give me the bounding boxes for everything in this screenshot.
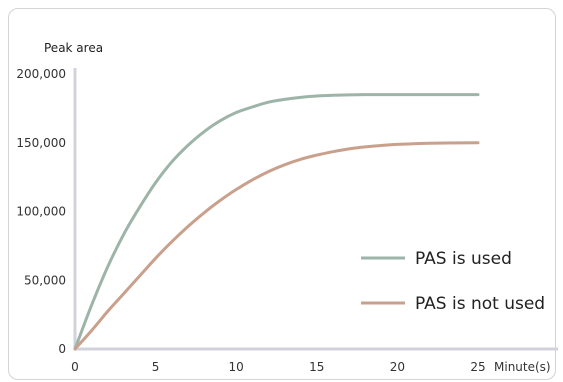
series-lines: [73, 93, 480, 351]
y-axis-label: Peak area: [44, 41, 103, 55]
y-tick-label: 50,000: [24, 273, 66, 287]
series-line-1: [73, 93, 480, 351]
y-tick-label: 100,000: [16, 205, 66, 219]
x-axis-label: Minute(s): [494, 360, 551, 374]
y-tick-label: 0: [58, 342, 66, 356]
y-tick-labels: 0 50,000 100,000 150,000 200,000: [16, 67, 66, 356]
legend-label-1: PAS is used: [415, 249, 512, 269]
x-tick-labels: 0 5 10 15 20 25: [71, 360, 485, 374]
x-tick-label: 20: [390, 360, 405, 374]
x-tick-label: 5: [152, 360, 160, 374]
y-tick-label: 150,000: [16, 136, 66, 150]
legend: PAS is used PAS is not used: [361, 249, 545, 314]
series-line-2: [73, 141, 480, 351]
x-tick-label: 0: [71, 360, 79, 374]
y-tick-label: 200,000: [16, 67, 66, 81]
legend-label-2: PAS is not used: [415, 294, 545, 314]
chart-frame: [8, 8, 556, 380]
x-tick-label: 10: [229, 360, 244, 374]
x-tick-label: 15: [309, 360, 324, 374]
x-tick-label: 25: [470, 360, 485, 374]
